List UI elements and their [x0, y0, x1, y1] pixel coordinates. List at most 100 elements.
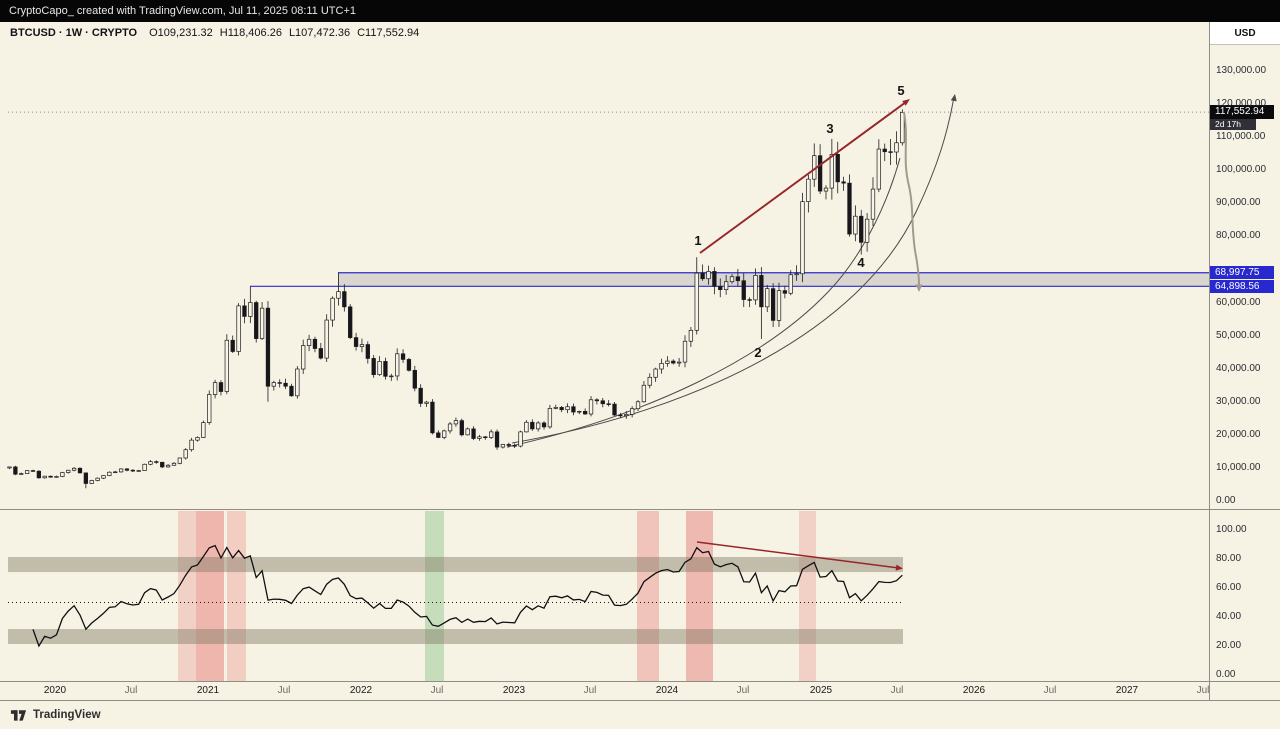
candle[interactable] — [359, 344, 365, 347]
candle[interactable] — [77, 467, 83, 474]
candle[interactable] — [900, 111, 905, 144]
candle[interactable] — [465, 428, 470, 436]
candle[interactable] — [471, 428, 476, 439]
candle[interactable] — [723, 281, 729, 290]
candle[interactable] — [177, 457, 182, 464]
candle[interactable] — [389, 375, 394, 378]
candle[interactable] — [612, 403, 617, 416]
candle[interactable] — [600, 400, 605, 405]
candle[interactable] — [647, 376, 652, 386]
candle[interactable] — [236, 305, 241, 352]
candle[interactable] — [782, 290, 788, 294]
tradingview-brand-text[interactable]: TradingView — [33, 708, 101, 721]
candle[interactable] — [835, 154, 840, 183]
candle[interactable] — [189, 439, 194, 451]
candle[interactable] — [530, 421, 535, 430]
candle[interactable] — [770, 288, 776, 321]
price-axis[interactable]: USD 117,552.94 2d 17h 130,000.00 120,000.… — [1210, 0, 1280, 700]
candle[interactable] — [395, 353, 400, 377]
candle[interactable] — [624, 413, 629, 417]
tradingview-logo-icon[interactable] — [10, 707, 27, 722]
candle[interactable] — [847, 182, 852, 235]
candle[interactable] — [859, 215, 864, 243]
candle[interactable] — [665, 360, 670, 364]
candle[interactable] — [365, 344, 370, 359]
candle[interactable] — [618, 414, 623, 417]
candle[interactable] — [565, 406, 570, 411]
candle[interactable] — [659, 363, 664, 370]
candle[interactable] — [676, 361, 682, 364]
candle[interactable] — [54, 476, 59, 478]
candle[interactable] — [489, 431, 494, 438]
candle[interactable] — [259, 307, 265, 339]
candle[interactable] — [641, 384, 647, 403]
support-curve[interactable] — [511, 96, 955, 444]
candle[interactable] — [547, 408, 553, 428]
candle[interactable] — [583, 411, 588, 415]
candle[interactable] — [424, 401, 429, 404]
candle[interactable] — [412, 369, 417, 389]
candle[interactable] — [371, 358, 376, 375]
candle[interactable] — [594, 399, 600, 402]
candle[interactable] — [430, 401, 435, 434]
candle[interactable] — [477, 436, 482, 439]
candle[interactable] — [806, 178, 811, 203]
candle[interactable] — [506, 444, 511, 446]
candle[interactable] — [494, 431, 500, 448]
candle[interactable] — [418, 387, 423, 404]
candle[interactable] — [201, 422, 206, 438]
time-axis[interactable]: 2020 Jul 2021 Jul 2022 Jul 2023 Jul 2024 Jul 2025 J… — [0, 682, 1209, 700]
candle[interactable] — [207, 394, 212, 423]
resistance-zone[interactable] — [338, 272, 1210, 287]
candle[interactable] — [747, 299, 752, 301]
wave-label[interactable]: 2 — [754, 345, 761, 360]
wave-label[interactable]: 1 — [694, 233, 701, 248]
candle[interactable] — [577, 411, 582, 413]
candle[interactable] — [13, 466, 18, 475]
candle[interactable] — [301, 345, 306, 370]
candle[interactable] — [218, 382, 224, 392]
candle[interactable] — [788, 274, 793, 294]
candle[interactable] — [442, 430, 447, 438]
candle[interactable] — [71, 467, 77, 471]
candle[interactable] — [160, 461, 165, 468]
candle[interactable] — [483, 436, 488, 438]
candle[interactable] — [242, 305, 247, 317]
candle[interactable] — [171, 462, 177, 466]
candle[interactable] — [512, 445, 517, 447]
wave-label[interactable]: 5 — [897, 83, 904, 98]
candle[interactable] — [400, 353, 406, 360]
candle[interactable] — [635, 401, 641, 410]
candle[interactable] — [870, 188, 876, 220]
projection-path[interactable] — [903, 111, 920, 286]
candle[interactable] — [254, 302, 259, 339]
candle[interactable] — [130, 469, 136, 472]
candle[interactable] — [823, 187, 829, 192]
candle[interactable] — [48, 475, 53, 478]
candle[interactable] — [136, 470, 141, 472]
candle[interactable] — [277, 382, 282, 384]
candle[interactable] — [318, 348, 323, 359]
candle[interactable] — [571, 406, 576, 413]
candle[interactable] — [230, 339, 235, 352]
candle[interactable] — [66, 469, 71, 473]
candle[interactable] — [882, 148, 887, 153]
candle[interactable] — [154, 461, 159, 463]
candle[interactable] — [459, 420, 464, 436]
candle[interactable] — [741, 280, 746, 300]
symbol-title[interactable]: BTCUSD · 1W · CRYPTO — [10, 27, 138, 39]
candle[interactable] — [759, 275, 764, 308]
candle[interactable] — [195, 437, 200, 441]
candle[interactable] — [95, 477, 100, 481]
candle[interactable] — [107, 471, 112, 476]
candle[interactable] — [606, 403, 611, 405]
candle[interactable] — [42, 475, 47, 479]
candle[interactable] — [559, 407, 564, 411]
candle[interactable] — [306, 338, 312, 346]
candle[interactable] — [536, 422, 541, 430]
candle[interactable] — [447, 423, 453, 432]
candle[interactable] — [682, 340, 688, 363]
candle[interactable] — [271, 382, 276, 387]
candle[interactable] — [183, 449, 188, 459]
